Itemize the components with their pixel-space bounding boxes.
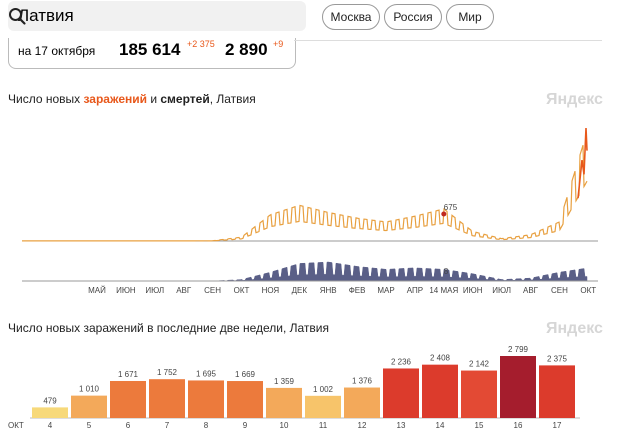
bar-category-label: 16 xyxy=(514,421,523,430)
bar-value-label: 2 799 xyxy=(508,345,529,354)
cases-series-line xyxy=(22,145,588,242)
month-tick-label: ФЕВ xyxy=(349,286,366,295)
bar-category-label: 10 xyxy=(280,421,289,430)
bar-value-label: 2 142 xyxy=(469,360,490,369)
bar xyxy=(149,379,185,418)
total-cases: 185 614 xyxy=(119,40,181,59)
month-tick-label: ДЕК xyxy=(292,286,308,295)
bar-category-label: 6 xyxy=(126,421,131,430)
bar-category-label: 11 xyxy=(319,421,328,430)
yandex-watermark: Яндекс xyxy=(546,91,603,108)
search-icon[interactable] xyxy=(8,7,26,25)
cases-annotation-label: 675 xyxy=(444,203,458,212)
chart2-title: Число новых заражений в последние две не… xyxy=(8,321,329,335)
bar xyxy=(539,365,575,418)
month-tick-label: АПР xyxy=(407,286,423,295)
bar-category-label: 5 xyxy=(87,421,92,430)
bar-value-label: 1 359 xyxy=(274,377,295,386)
month-tick-label: СЕН xyxy=(551,286,568,295)
bar xyxy=(383,368,419,418)
bar xyxy=(422,364,458,418)
bar xyxy=(266,387,302,418)
search-field[interactable]: Латвия xyxy=(8,1,306,31)
bar-value-label: 1 752 xyxy=(157,368,178,377)
bar-value-label: 1 002 xyxy=(313,385,334,394)
bar-category-label: 15 xyxy=(475,421,484,430)
bar-category-label: 14 xyxy=(436,421,445,430)
stats-date: на 17 октября xyxy=(18,44,96,58)
bar-value-label: 479 xyxy=(43,396,57,405)
bar-category-label: 8 xyxy=(204,421,209,430)
bar xyxy=(500,356,536,418)
month-tick-label: ИЮЛ xyxy=(145,286,164,295)
month-tick-label: ИЮЛ xyxy=(492,286,511,295)
bar-value-label: 1 376 xyxy=(352,377,373,386)
cases-delta: +2 375 xyxy=(187,39,215,49)
month-tick-label: 14 МАЯ xyxy=(429,286,458,295)
bar xyxy=(461,370,497,418)
chip-russia[interactable]: Россия xyxy=(384,4,442,30)
deaths-annotation-label: 8 xyxy=(444,267,449,276)
bar-category-label: 9 xyxy=(243,421,248,430)
month-tick-label: ИЮН xyxy=(463,286,483,295)
month-tick-label: ОКТ xyxy=(580,286,596,295)
bar xyxy=(344,387,380,418)
bar xyxy=(188,380,224,418)
month-tick-label: СЕН xyxy=(204,286,221,295)
month-tick-label: МАР xyxy=(377,286,394,295)
yandex-watermark-2: Яндекс xyxy=(546,320,603,337)
divider xyxy=(294,40,602,41)
month-tick-label: АВГ xyxy=(523,286,539,295)
chip-world[interactable]: Мир xyxy=(446,4,494,30)
cases-annotation-point xyxy=(441,211,447,217)
bar-value-label: 1 671 xyxy=(118,370,139,379)
deaths-delta: +9 xyxy=(273,39,284,49)
chart1-title: Число новых заражений и смертей, Латвия xyxy=(8,92,256,106)
stats-card: на 17 октября 185 614 +2 375 2 890 +9 xyxy=(8,38,296,69)
bar-category-label: 4 xyxy=(48,421,53,430)
month-tick-label: АВГ xyxy=(176,286,192,295)
bar-category-label: 12 xyxy=(358,421,367,430)
bar-category-label: 7 xyxy=(165,421,170,430)
bar-value-label: 1 010 xyxy=(79,385,100,394)
search-input[interactable]: Латвия xyxy=(18,6,74,25)
bar-category-label: 13 xyxy=(397,421,406,430)
month-tick-label: ОКТ xyxy=(234,286,250,295)
bar xyxy=(32,407,68,418)
bar-value-label: 2 375 xyxy=(547,354,568,363)
bar-value-label: 1 695 xyxy=(196,369,217,378)
bar-value-label: 2 236 xyxy=(391,357,412,366)
bar xyxy=(227,381,263,418)
bar-value-label: 2 408 xyxy=(430,354,451,363)
bar xyxy=(305,395,341,418)
bar xyxy=(71,395,107,418)
bar-value-label: 1 669 xyxy=(235,370,256,379)
bar-category-label: 17 xyxy=(553,421,562,430)
chip-moscow[interactable]: Москва xyxy=(322,4,380,30)
month-tick-label: ИЮН xyxy=(116,286,136,295)
month-tick-label: МАЙ xyxy=(88,286,106,295)
month-tick-label: ЯНВ xyxy=(320,286,337,295)
cases-recent-peak xyxy=(577,127,588,199)
month-tick-label: НОЯ xyxy=(262,286,280,295)
total-deaths: 2 890 xyxy=(225,40,268,59)
x-axis-month-label: ОКТ xyxy=(8,421,24,430)
bar xyxy=(110,380,146,418)
